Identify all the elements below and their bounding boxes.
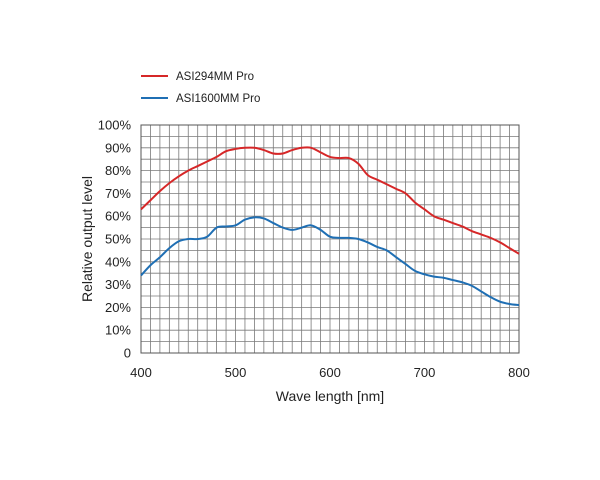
y-tick-label: 30% [105, 277, 131, 292]
x-axis-title: Wave length [nm] [276, 388, 384, 404]
series-lines [140, 146, 520, 307]
y-tick-label: 50% [105, 232, 131, 247]
y-tick-label: 20% [105, 300, 131, 315]
y-tick-label: 100% [98, 118, 132, 133]
x-tick-labels: 400 500 600 700 800 [130, 365, 530, 380]
y-tick-label: 80% [105, 163, 131, 178]
x-tick-label: 400 [130, 365, 152, 380]
y-tick-label: 40% [105, 254, 131, 269]
x-tick-label: 700 [414, 365, 436, 380]
legend-label-asi1600mm-pro: ASI1600MM Pro [176, 93, 260, 105]
y-axis-title: Relative output level [79, 176, 95, 302]
y-tick-labels: 0 10% 20% 30% 40% 50% 60% 70% 80% 90% 100% [98, 118, 132, 361]
y-tick-label: 60% [105, 209, 131, 224]
series-line-asi294mm-pro [140, 146, 520, 255]
plot-frame [140, 124, 520, 354]
legend: ASI294MM Pro ASI1600MM Pro [141, 71, 260, 105]
legend-label-asi294mm-pro: ASI294MM Pro [176, 71, 254, 83]
x-tick-label: 500 [225, 365, 247, 380]
x-tick-label: 600 [319, 365, 341, 380]
grid [141, 125, 519, 353]
y-tick-label: 0 [124, 346, 131, 361]
x-tick-label: 800 [508, 365, 530, 380]
series-line-asi1600mm-pro [140, 216, 520, 307]
y-tick-label: 70% [105, 186, 131, 201]
y-tick-label: 90% [105, 140, 131, 155]
y-tick-label: 10% [105, 323, 131, 338]
